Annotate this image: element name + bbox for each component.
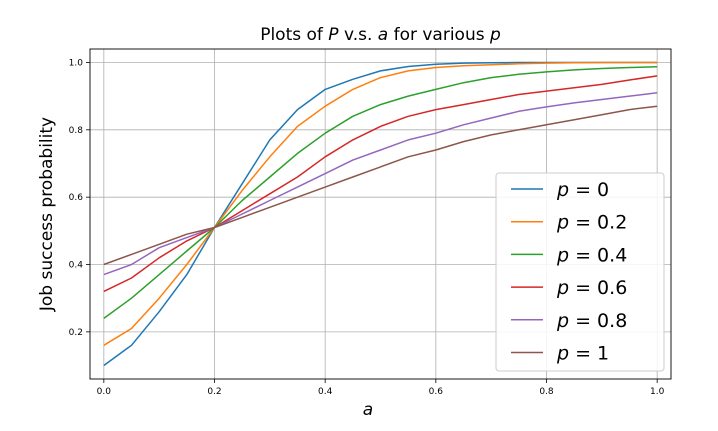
plot-frame <box>89 48 672 380</box>
x-axis-label: a <box>363 400 373 420</box>
x-tick-label: 0.6 <box>429 387 444 397</box>
series-line <box>103 61 658 346</box>
x-tick-label: 0.0 <box>97 387 112 397</box>
y-tick-label: 0.4 <box>69 261 84 271</box>
series-line <box>103 105 658 266</box>
series-line <box>103 92 658 276</box>
x-tick-label: 0.2 <box>207 387 221 397</box>
axis-ticks: 0.0 0.2 0.4 0.6 0.8 1.0 0.2 0.4 0.6 0.8 1.0 <box>69 58 665 397</box>
legend-label: p = 1 <box>556 343 609 365</box>
y-tick-label: 1.0 <box>69 58 84 68</box>
x-tick-label: 1.0 <box>650 387 665 397</box>
y-axis-label: Job success probability <box>37 117 57 312</box>
y-tick-label: 0.6 <box>69 193 84 203</box>
legend: p = 0 p = 0.2 p = 0.4 p = 0.6 p = 0.8 p = 1 <box>495 172 665 372</box>
chart-title: Plots of P v.s. a for various p <box>260 25 501 45</box>
legend-box <box>495 172 665 372</box>
y-tick-label: 0.8 <box>69 126 84 136</box>
x-tick-label: 0.8 <box>539 387 554 397</box>
series-line <box>103 66 658 320</box>
x-tick-label: 0.4 <box>318 387 333 397</box>
series-line <box>103 75 658 293</box>
series-lines <box>103 61 658 367</box>
legend-label: p = 0.8 <box>556 310 627 332</box>
y-tick-label: 0.2 <box>69 328 83 338</box>
legend-label: p = 0.2 <box>556 212 627 234</box>
legend-label: p = 0.4 <box>556 244 627 266</box>
legend-label: p = 0.6 <box>556 277 627 299</box>
legend-label: p = 0 <box>556 179 609 201</box>
